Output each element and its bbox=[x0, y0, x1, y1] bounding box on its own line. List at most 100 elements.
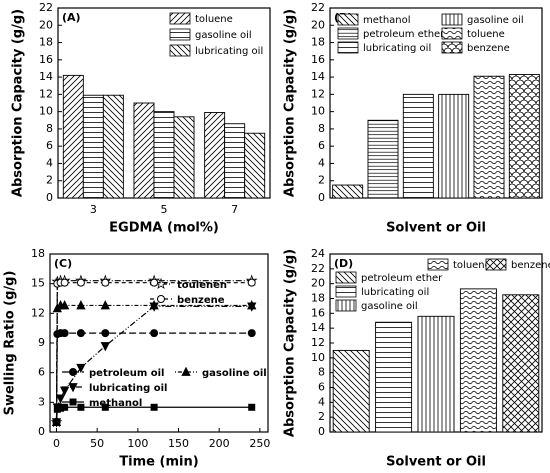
bar bbox=[402, 93, 434, 199]
bar bbox=[82, 94, 104, 199]
legend-swatch bbox=[335, 285, 357, 298]
x-axis-label: EGDMA (mol%) bbox=[109, 221, 219, 236]
marker bbox=[76, 300, 86, 310]
legend-label: benzene bbox=[511, 260, 550, 271]
legend-label: lubricating oil bbox=[363, 43, 431, 54]
marker bbox=[69, 368, 77, 376]
legend-label: gasoline oil bbox=[361, 301, 418, 312]
marker bbox=[247, 278, 256, 287]
y-axis-label: Absorption Capacity (g/g) bbox=[11, 9, 26, 197]
marker bbox=[59, 386, 70, 396]
bar bbox=[153, 111, 175, 199]
y-tick-label: 10 bbox=[311, 105, 325, 118]
y-tick-label: 6 bbox=[46, 139, 53, 152]
y-tick-label: 18 bbox=[311, 36, 325, 49]
bar bbox=[224, 123, 246, 199]
bar bbox=[417, 315, 455, 433]
panel-label: (D) bbox=[334, 257, 353, 270]
y-axis-label: Absorption Capacity (g/g) bbox=[283, 249, 298, 437]
x-tick-label: 100 bbox=[127, 437, 148, 450]
legend-swatch bbox=[169, 28, 191, 41]
y-tick-label: 22 bbox=[311, 262, 325, 275]
x-tick-label: 3 bbox=[90, 203, 97, 216]
y-tick-label: 20 bbox=[311, 277, 325, 290]
y-tick-label: 14 bbox=[311, 70, 325, 83]
y-axis-label: Swelling Ratio (g/g) bbox=[3, 271, 18, 416]
legend-label: toluene bbox=[467, 29, 505, 40]
marker bbox=[181, 366, 191, 376]
legend-label: lubricating oil bbox=[361, 287, 429, 298]
bar bbox=[367, 119, 399, 199]
y-tick-label: 18 bbox=[31, 247, 45, 260]
y-tick-label: 16 bbox=[39, 53, 53, 66]
marker bbox=[68, 383, 78, 393]
x-tick-label: 0 bbox=[53, 437, 60, 450]
legend-swatch bbox=[427, 258, 449, 271]
marker bbox=[76, 278, 85, 287]
marker bbox=[59, 300, 70, 310]
marker bbox=[100, 300, 110, 310]
legend-label: lubricating oil bbox=[89, 383, 167, 394]
bar bbox=[173, 116, 195, 199]
y-tick-label: 12 bbox=[31, 306, 45, 319]
y-tick-label: 18 bbox=[39, 36, 53, 49]
bar bbox=[459, 288, 497, 433]
bar bbox=[332, 184, 364, 199]
marker bbox=[101, 278, 110, 287]
marker bbox=[150, 403, 158, 411]
marker bbox=[61, 403, 69, 411]
legend-swatch bbox=[485, 258, 507, 271]
y-tick-label: 15 bbox=[31, 277, 45, 290]
y-tick-label: 20 bbox=[311, 18, 325, 31]
marker bbox=[150, 329, 159, 338]
legend-label: petroleum oil bbox=[89, 368, 164, 379]
marker bbox=[150, 278, 159, 287]
y-tick-label: 6 bbox=[38, 366, 45, 379]
legend-label: benzene bbox=[467, 43, 510, 54]
plot-frame bbox=[329, 7, 543, 199]
x-tick-label: 250 bbox=[249, 437, 270, 450]
legend-swatch bbox=[335, 299, 357, 312]
y-tick-label: 6 bbox=[318, 381, 325, 394]
legend-label: benzene bbox=[177, 295, 225, 306]
legend-swatch bbox=[441, 41, 463, 54]
x-tick-label: 50 bbox=[90, 437, 104, 450]
panel-label: (C) bbox=[54, 257, 72, 270]
legend-label: methanol bbox=[89, 398, 142, 409]
marker bbox=[100, 342, 110, 352]
marker bbox=[60, 329, 69, 338]
y-tick-label: 0 bbox=[46, 191, 53, 204]
marker bbox=[53, 418, 61, 426]
legend-swatch bbox=[169, 44, 191, 57]
marker bbox=[101, 329, 110, 338]
x-tick-label: 5 bbox=[161, 203, 168, 216]
legend-label: toluene bbox=[453, 260, 491, 271]
bar bbox=[204, 112, 226, 199]
x-axis-label: Solvent or Oil bbox=[386, 455, 486, 470]
bar bbox=[62, 74, 84, 199]
legend-label: gasoline oil bbox=[202, 368, 267, 379]
y-axis-label: Absorption Capacity (g/g) bbox=[283, 9, 298, 197]
marker bbox=[157, 295, 165, 303]
y-tick-label: 12 bbox=[311, 87, 325, 100]
bar bbox=[244, 132, 266, 199]
legend-label: petroleum ether bbox=[361, 273, 443, 284]
legend-swatch bbox=[441, 13, 463, 26]
x-tick-label: 150 bbox=[168, 437, 189, 450]
marker bbox=[69, 398, 77, 406]
legend-swatch bbox=[335, 271, 357, 284]
y-tick-label: 18 bbox=[311, 292, 325, 305]
y-tick-label: 14 bbox=[39, 70, 53, 83]
y-tick-label: 4 bbox=[46, 156, 53, 169]
y-tick-label: 2 bbox=[318, 174, 325, 187]
y-tick-label: 2 bbox=[318, 410, 325, 423]
y-tick-label: 8 bbox=[46, 122, 53, 135]
marker bbox=[76, 363, 86, 374]
legend-swatch bbox=[337, 27, 359, 40]
y-tick-label: 14 bbox=[311, 321, 325, 334]
legend-swatch bbox=[337, 13, 359, 26]
legend-label: toluene bbox=[195, 14, 233, 25]
marker bbox=[57, 404, 65, 412]
bar bbox=[502, 294, 540, 433]
